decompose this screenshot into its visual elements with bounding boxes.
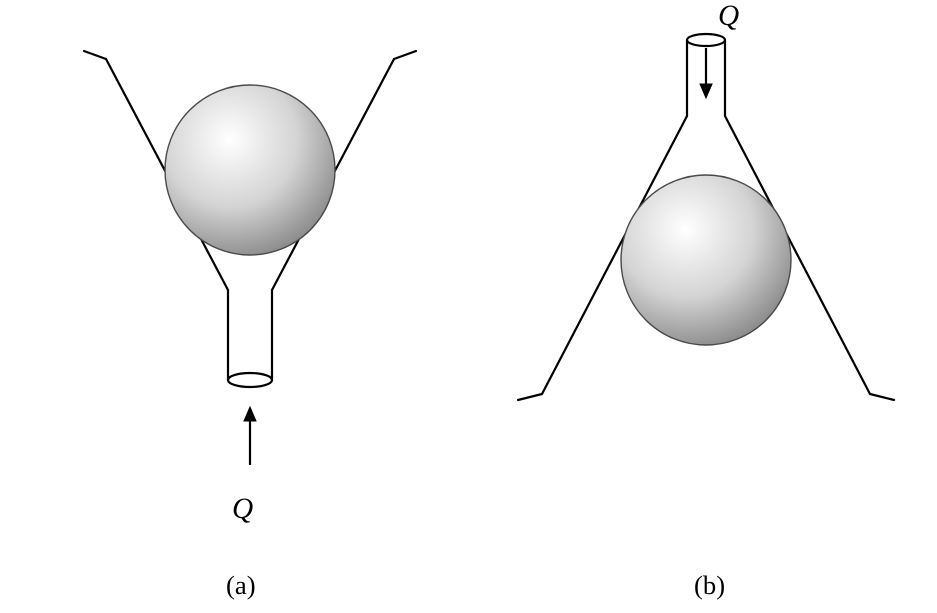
- panel-b-arrow-head: [700, 84, 712, 98]
- panel-b-label: (b): [694, 572, 725, 599]
- panel-b-q-label: Q: [718, 2, 739, 31]
- figure-canvas: Q Q (a) (b): [0, 0, 937, 613]
- panel-a-lip-left: [84, 51, 106, 59]
- panel-b-arrow: [700, 48, 712, 98]
- panel-a-q-label: Q: [232, 495, 253, 524]
- panel-a-arrow-head: [244, 407, 256, 421]
- panel-a-svg: [60, 35, 420, 500]
- panel-b-lip-left: [518, 394, 542, 400]
- panel-b-svg: [500, 0, 900, 465]
- panel-b-tube-mouth: [687, 34, 725, 46]
- panel-a-sphere: [165, 85, 335, 255]
- panel-a-arrow: [244, 407, 256, 465]
- panel-a-tube-mouth: [228, 373, 272, 387]
- panel-a-lip-right: [394, 51, 416, 59]
- panel-b-sphere: [621, 175, 791, 345]
- panel-b-lip-right: [870, 394, 894, 400]
- panel-a-label: (a): [226, 572, 256, 599]
